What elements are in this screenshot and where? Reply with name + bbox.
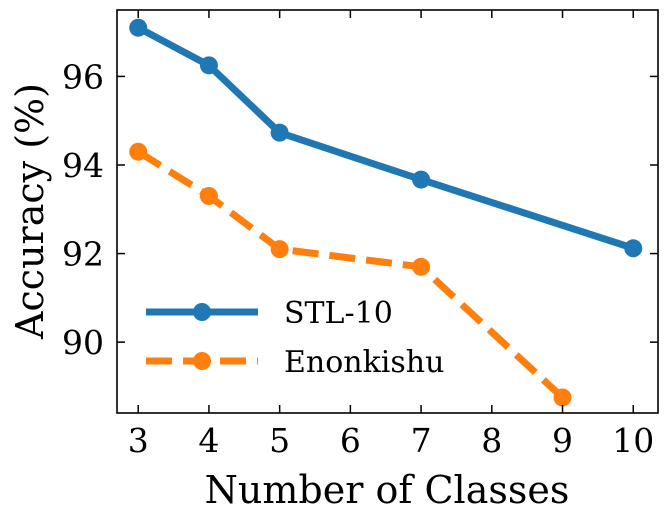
- data-point-enonkishu-7: [412, 257, 431, 276]
- x-tick-label-9: 9: [552, 421, 573, 460]
- data-point-enonkishu-5: [270, 240, 289, 259]
- legend-label-enonkishu: Enonkishu: [284, 345, 444, 380]
- y-tick-label-90: 90: [62, 323, 104, 362]
- y-tick-label-94: 94: [62, 146, 104, 185]
- legend: STL-10 Enonkishu: [146, 296, 444, 380]
- series-layer: [129, 18, 643, 407]
- data-point-enonkishu-9: [553, 388, 572, 407]
- x-tick-label-6: 6: [340, 421, 361, 460]
- legend-label-stl10: STL-10: [284, 296, 393, 331]
- plot-frame: [116, 9, 659, 414]
- y-tick-label-96: 96: [62, 57, 104, 96]
- data-point-stl-10-3: [129, 18, 148, 37]
- y-tick-label-92: 92: [62, 235, 104, 274]
- data-point-stl-10-5: [270, 123, 289, 142]
- data-point-stl-10-10: [624, 239, 643, 258]
- ticks-layer: [117, 10, 658, 413]
- data-point-enonkishu-4: [199, 187, 218, 205]
- x-tick-label-5: 5: [269, 421, 290, 460]
- x-tick-label-4: 4: [198, 421, 219, 460]
- y-axis-label: Accuracy (%): [8, 83, 52, 340]
- data-point-stl-10-4: [199, 56, 218, 75]
- x-axis-label: Number of Classes: [205, 468, 570, 512]
- x-tick-label-7: 7: [411, 421, 432, 460]
- data-point-enonkishu-3: [129, 142, 148, 161]
- x-tick-label-8: 8: [481, 421, 502, 460]
- x-tick-label-10: 10: [612, 421, 654, 460]
- legend-marker-enonkishu: [193, 352, 211, 370]
- data-point-stl-10-7: [412, 170, 431, 189]
- x-tick-label-3: 3: [128, 421, 149, 460]
- legend-marker-stl10: [193, 303, 211, 321]
- tick-labels-layer: 3 4 5 6 7 8 9 10 90 92 94 96: [62, 57, 654, 460]
